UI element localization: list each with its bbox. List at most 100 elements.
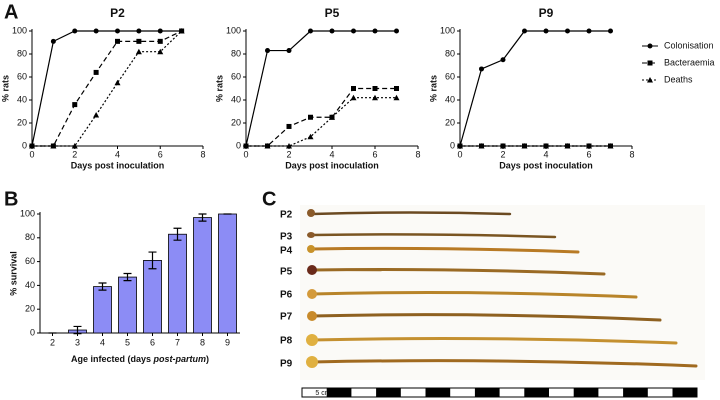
legend-marker: [647, 60, 653, 66]
marker: [50, 38, 56, 44]
line-chart: 0 20 40 60 80 100 % rats 0 2 4 6 8 P5 Days post inocu…: [214, 6, 420, 170]
x-tick-label: 6: [158, 149, 163, 159]
x-tick-label: 8: [629, 149, 634, 159]
marker: [136, 28, 142, 34]
marker: [500, 57, 506, 63]
marker: [500, 143, 506, 149]
chart-title: P2: [110, 6, 125, 20]
marker: [157, 28, 163, 34]
marker: [265, 48, 270, 54]
marker: [372, 28, 378, 34]
y-axis-label: % rats: [428, 75, 438, 102]
photo-label: P9: [280, 359, 293, 370]
gut: [310, 337, 678, 345]
error-bar: [98, 282, 107, 291]
marker: [115, 28, 120, 34]
marker: [329, 28, 335, 34]
marker: [564, 143, 571, 149]
marker: [479, 66, 484, 72]
series-line: [246, 87, 397, 147]
bar-chart: 0 20 40 60 80 100 % survival 2 3 4 5 6 7 8 9 Age infect…: [8, 208, 240, 364]
x-tick-label: 3: [75, 337, 80, 347]
photo-label: P7: [280, 312, 293, 323]
x-tick-label: 0: [243, 149, 248, 159]
y-tick-label: 0: [450, 140, 455, 150]
marker: [157, 38, 163, 44]
bar: [218, 213, 237, 334]
y-tick-label: 60: [17, 71, 27, 81]
scale-segment: [376, 388, 401, 397]
marker: [93, 28, 99, 34]
marker: [521, 143, 528, 149]
marker: [243, 143, 249, 149]
x-tick-label: 6: [150, 337, 155, 347]
y-tick-label: 80: [17, 48, 27, 58]
y-tick-label: 40: [17, 94, 27, 104]
marker: [586, 28, 592, 34]
y-axis-label: % survival: [8, 251, 18, 296]
photo: P2 P3 P4 P5 P6 P7 P8 P9 5 cm: [280, 205, 705, 398]
caecum: [306, 356, 318, 368]
bar: [118, 276, 137, 334]
y-tick-label: 20: [17, 117, 27, 127]
scale-segment: [425, 388, 451, 397]
marker: [178, 28, 185, 34]
x-axis-label-part: Age infected (days: [71, 354, 154, 364]
marker: [351, 28, 356, 34]
scale-label: 5 cm: [315, 390, 330, 397]
caecum: [307, 289, 317, 299]
chart-title: P9: [539, 6, 554, 20]
gut: [310, 268, 606, 276]
y-tick-label: 80: [445, 48, 455, 58]
gut: [310, 246, 580, 254]
x-tick-label: 4: [543, 149, 548, 159]
caecum: [307, 245, 315, 253]
x-tick-label: 4: [100, 337, 105, 347]
y-tick-label: 20: [231, 117, 241, 127]
series-line: [31, 30, 182, 147]
marker: [522, 28, 527, 34]
y-tick-label: 80: [231, 48, 241, 58]
chart-title: P5: [325, 6, 340, 20]
photo-label: P3: [280, 232, 293, 243]
marker: [393, 94, 400, 101]
marker: [71, 143, 78, 149]
y-tick-label: 0: [236, 140, 241, 150]
marker: [350, 94, 357, 101]
caecum: [307, 232, 315, 238]
scale-segment: [524, 388, 549, 397]
x-tick-label: 2: [72, 149, 77, 159]
marker: [586, 143, 592, 149]
caecum: [307, 209, 315, 217]
x-tick-label: 5: [125, 337, 130, 347]
marker: [50, 143, 57, 149]
gut: [310, 211, 512, 216]
marker: [114, 79, 121, 86]
scale-segment: [623, 388, 648, 397]
photo-label: P2: [280, 210, 293, 221]
y-tick-label: 60: [25, 256, 35, 266]
marker: [308, 114, 313, 120]
y-tick-label: 0: [22, 140, 27, 150]
bar: [93, 286, 112, 334]
x-tick-label: 6: [586, 149, 591, 159]
legend-label: Bacteraemia: [664, 57, 715, 67]
panel-letter: A: [4, 1, 18, 23]
marker: [93, 69, 99, 75]
series-line: [245, 30, 397, 147]
y-tick-label: 100: [440, 25, 455, 35]
caeca: [306, 209, 318, 368]
y-tick-label: 80: [25, 232, 35, 242]
x-tick-label: 8: [200, 337, 205, 347]
scale-segment: [326, 388, 352, 397]
x-axis-label-part: ): [206, 354, 209, 364]
marker: [136, 38, 142, 44]
y-tick-label: 40: [445, 94, 455, 104]
marker: [329, 114, 335, 120]
marker: [543, 28, 549, 34]
series-line: [32, 30, 183, 147]
panel-letter: B: [4, 188, 18, 210]
x-axis-label: Days post inoculation: [285, 160, 379, 170]
marker: [157, 48, 164, 55]
